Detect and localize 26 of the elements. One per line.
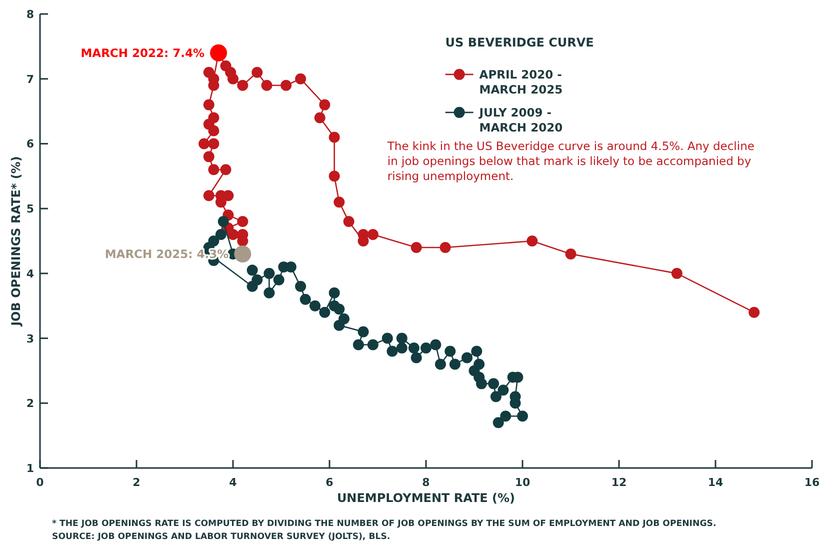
y-tick-label: 6 — [26, 138, 34, 151]
x-tick-label: 12 — [611, 476, 627, 489]
x-axis-title: UNEMPLOYMENT RATE (%) — [336, 491, 516, 505]
legend-title: US BEVERIDGE CURVE — [445, 35, 594, 50]
x-tick-label: 16 — [804, 476, 820, 489]
y-tick-label: 2 — [26, 397, 34, 410]
x-tick-label: 10 — [514, 476, 530, 489]
source-note: SOURCE: JOB OPENINGS AND LABOR TURNOVER SURVEY (JOLTS), BLS. — [52, 532, 390, 542]
x-tick-label: 6 — [326, 476, 334, 489]
x-tick-label: 8 — [422, 476, 430, 489]
y-tick-label: 5 — [26, 202, 34, 216]
x-tick-label: 2 — [132, 476, 140, 489]
y-tick-label: 3 — [26, 332, 34, 346]
text: * THE JOB OPENINGS RATE IS COMPUTED BY DIVIDING THE NUMBER OF JOB OPENINGS BY THE SUM OF EMPLOYMENT AND JOB OPENINGS. — [52, 519, 716, 529]
y-tick-label: 8 — [26, 8, 34, 21]
y-tick-label: 4 — [26, 267, 34, 280]
legend-label: JULY 2009 - MARCH 2020 — [478, 105, 563, 134]
y-tick-label: 7 — [26, 72, 34, 86]
annotation: MARCH 2022: 7.4% — [80, 46, 205, 60]
legend-label: APRIL 2020 - MARCH 2025 — [479, 67, 563, 96]
y-tick-label: 1 — [26, 462, 34, 475]
x-tick-label: 4 — [229, 476, 238, 489]
x-tick-label: 14 — [708, 476, 724, 489]
x-tick-label: 0 — [36, 476, 44, 489]
y-axis-title: JOB OPENINGS RATE* (%) — [9, 156, 23, 327]
annotation: The kink in the US Beveridge curve is around 4.5%. Any decline in job openings below that mark is likely to be accompanied by rising unemployment. — [386, 139, 754, 184]
